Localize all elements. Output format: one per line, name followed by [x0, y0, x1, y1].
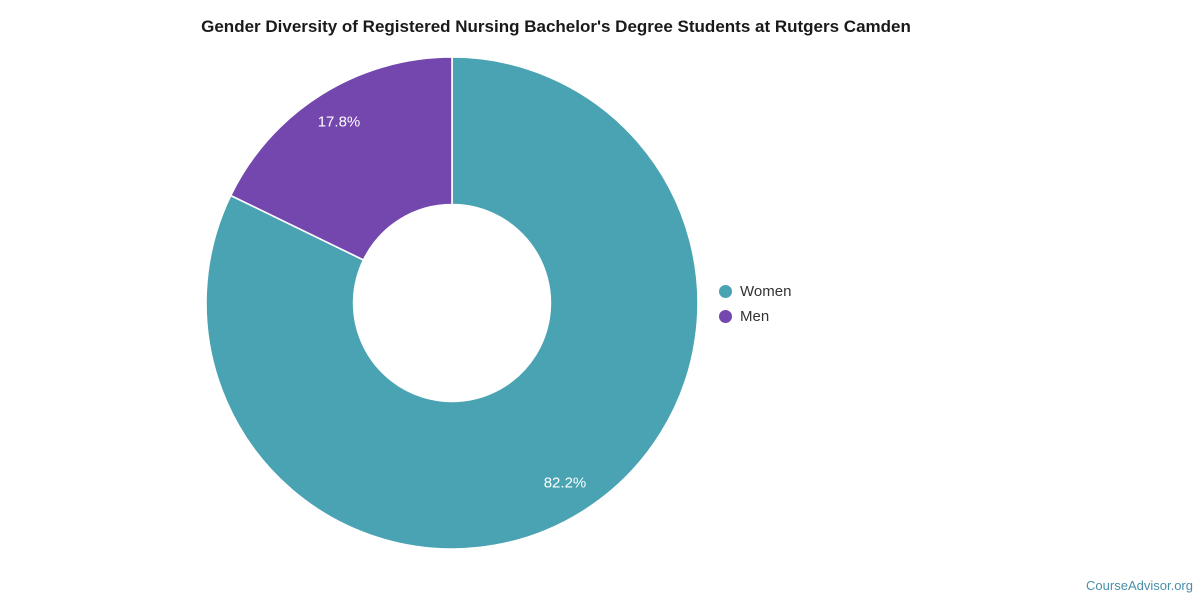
- legend-item-men[interactable]: Men: [719, 304, 791, 329]
- slice-label-women: 82.2%: [544, 475, 587, 492]
- chart-title: Gender Diversity of Registered Nursing B…: [201, 17, 911, 36]
- legend: Women Men: [719, 279, 791, 329]
- legend-label: Men: [740, 308, 770, 325]
- slice-label-men: 17.8%: [318, 113, 361, 130]
- legend-marker: [719, 310, 732, 323]
- legend-label: Women: [740, 283, 792, 300]
- pie-slice-men[interactable]: [229, 56, 453, 261]
- legend-item-women[interactable]: Women: [719, 279, 791, 304]
- legend-marker: [719, 285, 732, 298]
- pie-slice-women[interactable]: [205, 56, 699, 550]
- brand-link[interactable]: CourseAdvisor.org: [1086, 578, 1193, 593]
